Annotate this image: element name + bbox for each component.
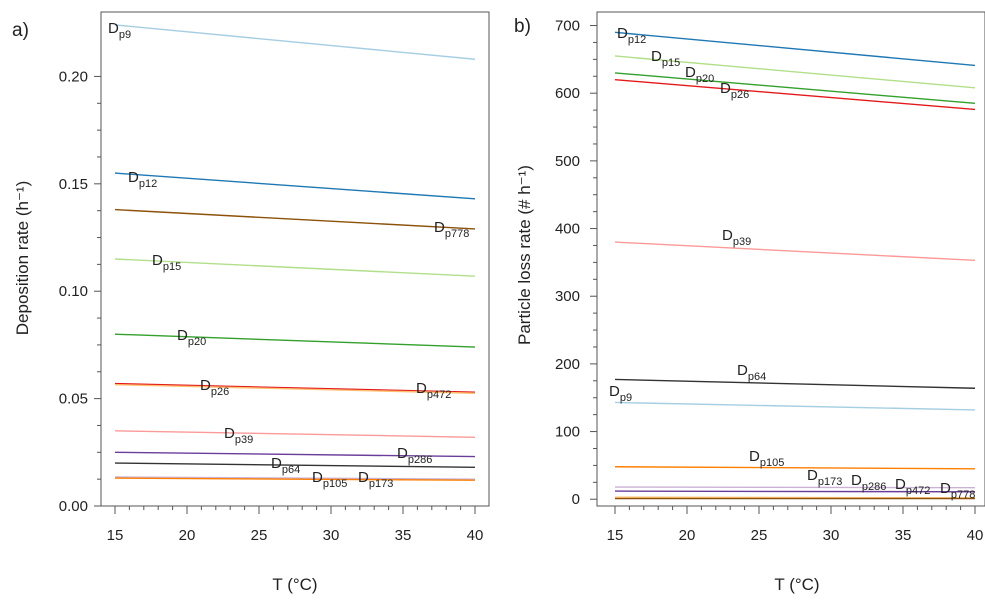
panel-b-x-tick-label: 25	[751, 527, 768, 544]
panel-a-series-label-dp26: Dp26	[200, 377, 229, 398]
panel-a-y-tick-label: 0.15	[59, 176, 88, 193]
panel-a-series-label-dp173: Dp173	[358, 469, 393, 490]
panel-a-y-tick-label: 0.10	[59, 283, 88, 300]
panel-a-series-label-dp12: Dp12	[128, 169, 157, 190]
panel-a-plot-frame	[100, 11, 490, 507]
panel-b-y-tick-label: 0	[572, 491, 580, 508]
panel-b-x-tick-label: 30	[823, 527, 840, 544]
panel-b-series-line-dp64	[614, 378, 976, 389]
panel-a-series-line-dp778	[114, 208, 476, 230]
panel-a-y-axis-title: Deposition rate (h⁻¹)	[13, 181, 32, 335]
panel-a-series-line-dp472	[114, 383, 476, 394]
panel-a-x-tick-label: 30	[323, 527, 340, 544]
panel-b-y-tick-label: 700	[555, 18, 580, 35]
panel-b-series-label-dp472: Dp472	[895, 476, 930, 497]
panel-a-series-line-dp15	[114, 258, 476, 277]
panel-b-y-tick-label: 200	[555, 356, 580, 373]
panel-a-x-tick-label: 25	[251, 527, 268, 544]
panel-a-series-line-dp12	[114, 172, 476, 200]
panel-b-y-axis-title: Particle loss rate (# h⁻¹)	[515, 165, 534, 345]
panel-b-series-label-dp778: Dp778	[940, 480, 975, 501]
panel-b-x-tick-label: 35	[895, 527, 912, 544]
panel-b-series-label-dp173: Dp173	[807, 467, 842, 488]
panel-a-panel-label: a)	[12, 20, 29, 41]
panel-b-series-line-dp173	[614, 486, 976, 489]
panel-a-series-line-dp26	[114, 382, 476, 393]
panel-a-x-tick-label: 40	[467, 527, 484, 544]
panel-a-y-tick-label: 0.20	[59, 68, 88, 85]
panel-b-series-label-dp64: Dp64	[737, 362, 766, 383]
panel-b-series-line-dp20	[614, 72, 976, 105]
panel-a-series-label-dp39: Dp39	[224, 425, 253, 446]
panel-b-plot-frame	[596, 11, 985, 507]
panel-a-series-line-dp173	[114, 476, 476, 480]
panel-b-y-tick-label: 300	[555, 288, 580, 305]
panel-a-series-line-dp9	[114, 24, 476, 60]
panel-a-series-line-dp20	[114, 333, 476, 348]
panel-b-x-tick-label: 15	[607, 527, 624, 544]
panel-a-series-label-dp105: Dp105	[312, 469, 347, 490]
panel-b-series-label-dp39: Dp39	[722, 227, 751, 248]
panel-b-series-line-dp472	[614, 496, 976, 499]
panel-a-series-label-dp64: Dp64	[271, 455, 300, 476]
panel-a-x-tick-label: 20	[179, 527, 196, 544]
panel-b-series-line-dp105	[614, 466, 976, 470]
panel-b-series-label-dp20: Dp20	[685, 64, 714, 85]
panel-a-y-tick-label: 0.00	[59, 498, 88, 515]
panel-a-series-label-dp286: Dp286	[397, 445, 432, 466]
panel-a: 15 20 25 30 35 40 0.00 0.05 0.10 0.15 0.20 Dp9 Dp12 D…	[12, 11, 490, 594]
panel-a-series-label-dp15: Dp15	[152, 252, 181, 273]
panel-a-x-axis-title: T (°C)	[272, 575, 317, 594]
panel-b-panel-label: b)	[514, 16, 531, 37]
panel-b-series-label-dp26: Dp26	[720, 80, 749, 101]
panel-b-series-label-dp15: Dp15	[651, 48, 680, 69]
panel-b-series-line-dp12	[614, 31, 976, 67]
panel-a-series-line-dp286	[114, 451, 476, 458]
panel-b-y-tick-label: 400	[555, 221, 580, 238]
panel-a-x-tick-label: 35	[395, 527, 412, 544]
panel-b-x-tick-label: 40	[967, 527, 984, 544]
panel-a-series-label-dp778: Dp778	[434, 219, 469, 240]
panel-a-series-label-dp9: Dp9	[108, 20, 131, 41]
panel-a-series-label-dp472: Dp472	[416, 380, 451, 401]
panel-b-series-line-dp9	[614, 401, 976, 411]
panel-a-series-line-dp64	[114, 462, 476, 469]
panel-a-x-tick-label: 15	[107, 527, 124, 544]
panel-b-series-label-dp105: Dp105	[749, 448, 784, 469]
panel-a-series-line-dp39	[114, 430, 476, 438]
panel-b-y-tick-label: 500	[555, 153, 580, 170]
panel-b-x-tick-label: 20	[679, 527, 696, 544]
panel-b-y-tick-label: 100	[555, 424, 580, 441]
panel-b-series-line-dp26	[614, 78, 976, 111]
panel-a-y-tick-label: 0.05	[59, 391, 88, 408]
panel-b-series-line-dp15	[614, 55, 976, 89]
panel-b-series-label-dp9: Dp9	[609, 383, 632, 404]
panel-b-series-line-dp39	[614, 241, 976, 262]
panel-b-series-label-dp286: Dp286	[851, 472, 886, 493]
panel-b-series-line-dp286	[614, 490, 976, 493]
panel-b-x-axis-title: T (°C)	[774, 575, 819, 594]
panel-b-y-tick-label: 600	[555, 85, 580, 102]
panel-a-series-label-dp20: Dp20	[177, 327, 206, 348]
panel-a-series-line-dp105	[114, 477, 476, 481]
panel-b-series-label-dp12: Dp12	[617, 25, 646, 46]
